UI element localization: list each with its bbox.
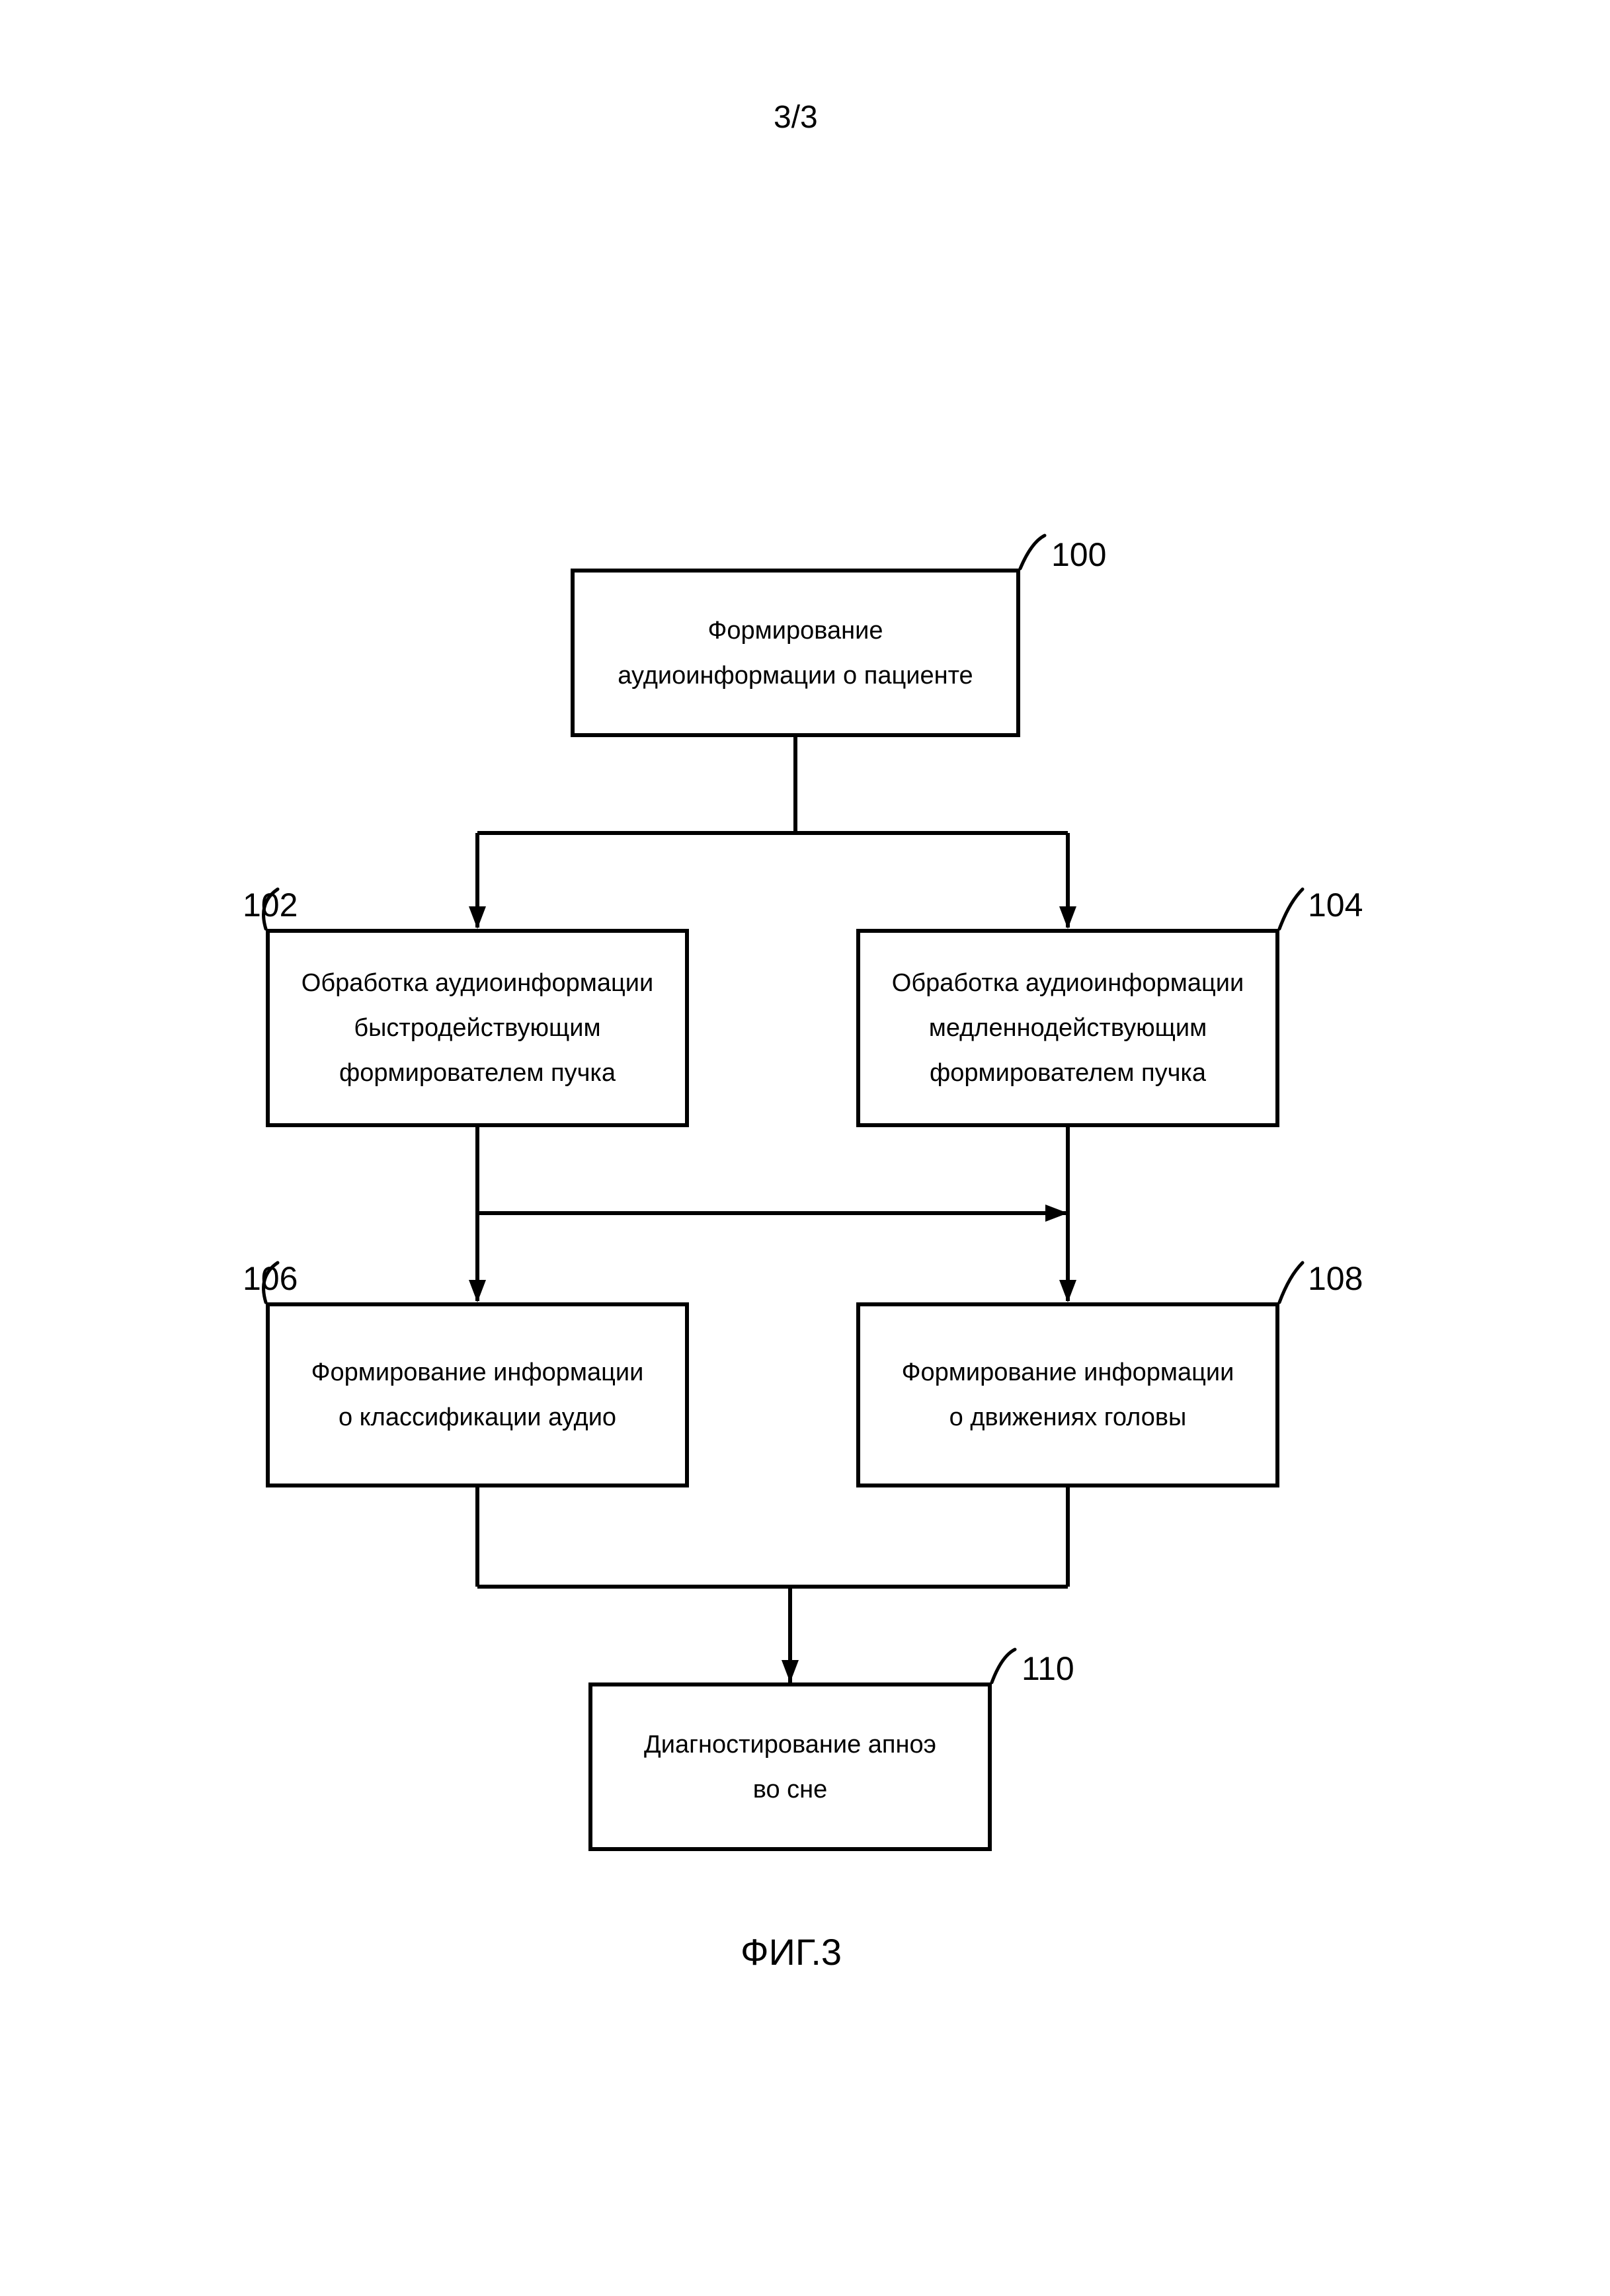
node-text-line: Обработка аудиоинформации [302,961,653,1006]
node-text-line: аудиоинформации о пациенте [618,653,973,698]
node-text-line: Диагностирование апноэ [644,1722,936,1767]
node-text-line: медленнодействующим [929,1006,1207,1050]
node-ref-label-100: 100 [1051,535,1106,574]
node-text-line: быстродействующим [354,1006,600,1050]
flowchart-node-108: Формирование информации о движениях голо… [856,1302,1279,1487]
node-ref-label-108: 108 [1308,1259,1363,1298]
node-text-line: Формирование информации [311,1350,644,1395]
flowchart-node-110: Диагностирование апноэ во сне [588,1682,992,1851]
node-ref-label-106: 106 [243,1259,298,1298]
node-text-line: во сне [753,1767,828,1812]
node-ref-label-102: 102 [243,886,298,924]
node-text-line: формирователем пучка [930,1050,1206,1095]
node-text-line: о классификации аудио [339,1395,616,1440]
page-number: 3/3 [774,99,818,136]
node-text-line: о движениях головы [949,1395,1187,1440]
node-text-line: формирователем пучка [339,1050,616,1095]
node-text-line: Формирование информации [902,1350,1234,1395]
flowchart-node-106: Формирование информации о классификации … [266,1302,689,1487]
node-ref-label-104: 104 [1308,886,1363,924]
node-text-line: Обработка аудиоинформации [892,961,1244,1006]
node-text-line: Формирование [707,608,883,653]
diagram-canvas: 3/3 ФИГ.3 Формирование аудиоинформации о… [0,0,1610,2296]
flowchart-node-102: Обработка аудиоинформации быстродействую… [266,929,689,1127]
figure-caption: ФИГ.3 [741,1930,842,1973]
flowchart-node-104: Обработка аудиоинформации медленнодейств… [856,929,1279,1127]
flowchart-node-100: Формирование аудиоинформации о пациенте [571,569,1020,737]
node-ref-label-110: 110 [1022,1649,1074,1688]
